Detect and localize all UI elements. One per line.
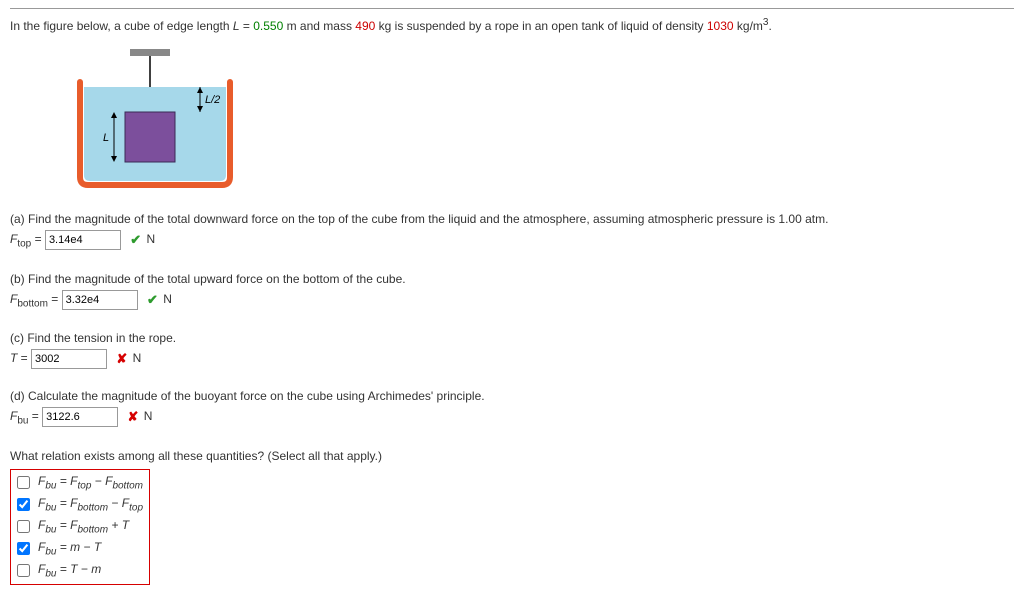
relation-option: Fbu = Ftop − Fbottom xyxy=(15,472,143,494)
part-a: (a) Find the magnitude of the total down… xyxy=(10,210,1014,252)
part-d: (d) Calculate the magnitude of the buoya… xyxy=(10,387,1014,429)
part-b-unit: N xyxy=(163,292,172,306)
relation-option: Fbu = Fbottom + T xyxy=(15,516,143,538)
relation-option-label: Fbu = Fbottom + T xyxy=(38,516,129,537)
part-c-prompt: (c) Find the tension in the rope. xyxy=(10,329,1014,347)
relation-checkbox-1[interactable] xyxy=(17,498,30,511)
relation-option-label: Fbu = m − T xyxy=(38,538,101,559)
relation-option-label: Fbu = Fbottom − Ftop xyxy=(38,494,143,515)
relation-prompt: What relation exists among all these qua… xyxy=(10,447,1014,465)
relation-option-label: Fbu = Ftop − Fbottom xyxy=(38,472,143,493)
part-b: (b) Find the magnitude of the total upwa… xyxy=(10,270,1014,312)
check-icon: ✔ xyxy=(130,230,141,250)
part-a-unit: N xyxy=(147,232,156,246)
part-b-prompt: (b) Find the magnitude of the total upwa… xyxy=(10,270,1014,288)
part-c: (c) Find the tension in the rope. T = ✘ … xyxy=(10,329,1014,369)
part-c-unit: N xyxy=(133,351,142,365)
relation-options-box: Fbu = Ftop − Fbottom Fbu = Fbottom − Fto… xyxy=(10,469,150,585)
part-d-unit: N xyxy=(144,409,153,423)
relation-option: Fbu = T − m xyxy=(15,560,143,582)
relation-question: What relation exists among all these qua… xyxy=(10,447,1014,585)
part-a-input[interactable] xyxy=(45,230,121,250)
svg-text:L/2: L/2 xyxy=(205,94,220,106)
part-b-input[interactable] xyxy=(62,290,138,310)
check-icon: ✔ xyxy=(147,290,158,310)
relation-checkbox-3[interactable] xyxy=(17,542,30,555)
relation-option: Fbu = m − T xyxy=(15,538,143,560)
part-c-input[interactable] xyxy=(31,349,107,369)
figure-diagram: L/2 L xyxy=(10,47,1014,192)
relation-checkbox-4[interactable] xyxy=(17,564,30,577)
part-a-prompt: (a) Find the magnitude of the total down… xyxy=(10,210,1014,228)
svg-text:L: L xyxy=(103,132,109,144)
cross-icon: ✘ xyxy=(128,407,139,427)
cross-icon: ✘ xyxy=(116,349,127,369)
relation-checkbox-2[interactable] xyxy=(17,520,30,533)
part-d-input[interactable] xyxy=(42,407,118,427)
relation-option: Fbu = Fbottom − Ftop xyxy=(15,494,143,516)
relation-option-label: Fbu = T − m xyxy=(38,560,101,581)
part-d-prompt: (d) Calculate the magnitude of the buoya… xyxy=(10,387,1014,405)
relation-checkbox-0[interactable] xyxy=(17,476,30,489)
problem-statement: In the figure below, a cube of edge leng… xyxy=(10,15,1014,35)
